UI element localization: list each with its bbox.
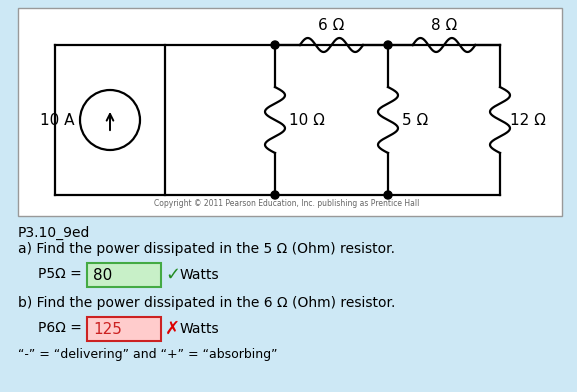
Text: 12 Ω: 12 Ω [510, 113, 546, 127]
FancyBboxPatch shape [87, 263, 161, 287]
Text: Watts: Watts [180, 268, 220, 282]
Circle shape [384, 191, 392, 199]
Text: “-” = “delivering” and “+” = “absorbing”: “-” = “delivering” and “+” = “absorbing” [18, 348, 278, 361]
FancyBboxPatch shape [87, 317, 161, 341]
Text: 5 Ω: 5 Ω [402, 113, 428, 127]
Text: Watts: Watts [180, 322, 220, 336]
FancyBboxPatch shape [18, 8, 562, 216]
Text: ✗: ✗ [165, 320, 180, 338]
Text: 10 Ω: 10 Ω [289, 113, 325, 127]
Text: 8 Ω: 8 Ω [431, 18, 457, 33]
Text: 80: 80 [93, 267, 113, 283]
Circle shape [271, 41, 279, 49]
Text: ✓: ✓ [165, 266, 180, 284]
Text: P5Ω =: P5Ω = [38, 267, 82, 281]
Text: Copyright © 2011 Pearson Education, Inc. publishing as Prentice Hall: Copyright © 2011 Pearson Education, Inc.… [154, 199, 419, 208]
Text: a) Find the power dissipated in the 5 Ω (Ohm) resistor.: a) Find the power dissipated in the 5 Ω … [18, 242, 395, 256]
Text: P6Ω =: P6Ω = [38, 321, 82, 335]
Text: P3.10_9ed: P3.10_9ed [18, 226, 91, 240]
Text: 6 Ω: 6 Ω [319, 18, 344, 33]
Circle shape [271, 191, 279, 199]
Text: 125: 125 [93, 321, 122, 336]
Text: b) Find the power dissipated in the 6 Ω (Ohm) resistor.: b) Find the power dissipated in the 6 Ω … [18, 296, 395, 310]
Text: 10 A: 10 A [39, 113, 74, 127]
Circle shape [384, 41, 392, 49]
